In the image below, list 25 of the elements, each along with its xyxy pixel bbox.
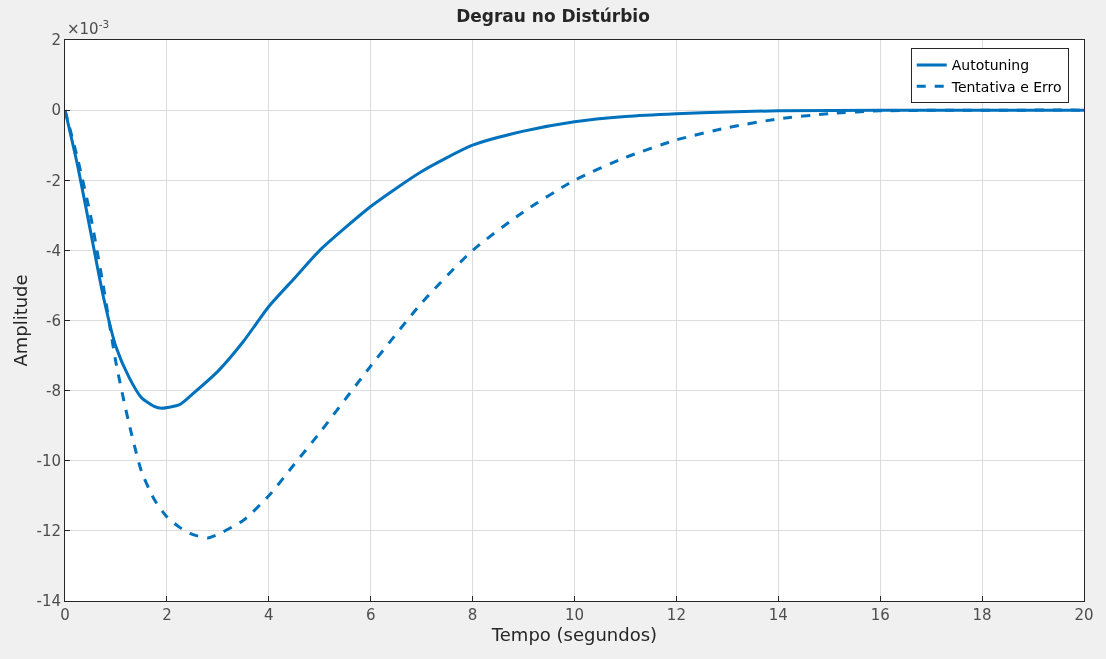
y-tick-label: 2 [51,31,61,50]
y-tick-label: -10 [36,452,61,470]
x-tick-label: 4 [264,606,274,624]
y-tick-label: -12 [36,522,61,541]
x-tick-label: 14 [768,606,788,624]
x-tick-label: 12 [666,606,686,624]
y-tick-label: -8 [46,381,61,400]
x-tick-label: 10 [564,606,585,624]
x-tick-label: 16 [870,606,890,624]
x-tick-label: 20 [1074,606,1094,624]
x-axis-title: Tempo (segundos) [490,624,658,645]
x-tick-label: 6 [365,606,376,624]
x-tick-label: 2 [162,606,172,624]
y-tick-label: 0 [51,101,61,120]
y-tick-label: -2 [46,171,61,190]
text: ×10$^{-3}$ [67,18,110,39]
y-tick-label: -4 [46,241,61,260]
y-tick-label: -6 [46,311,61,330]
x-tick-label: 18 [972,606,992,624]
x-tick-label: 8 [467,606,478,624]
legend-label: Autotuning [951,57,1030,74]
chart-title: Degrau no Distúrbio [456,5,650,26]
y-tick-label: -14 [36,592,61,611]
legend-label: Tentativa e Erro [950,78,1062,95]
y-axis-title: Amplitude [9,274,31,367]
